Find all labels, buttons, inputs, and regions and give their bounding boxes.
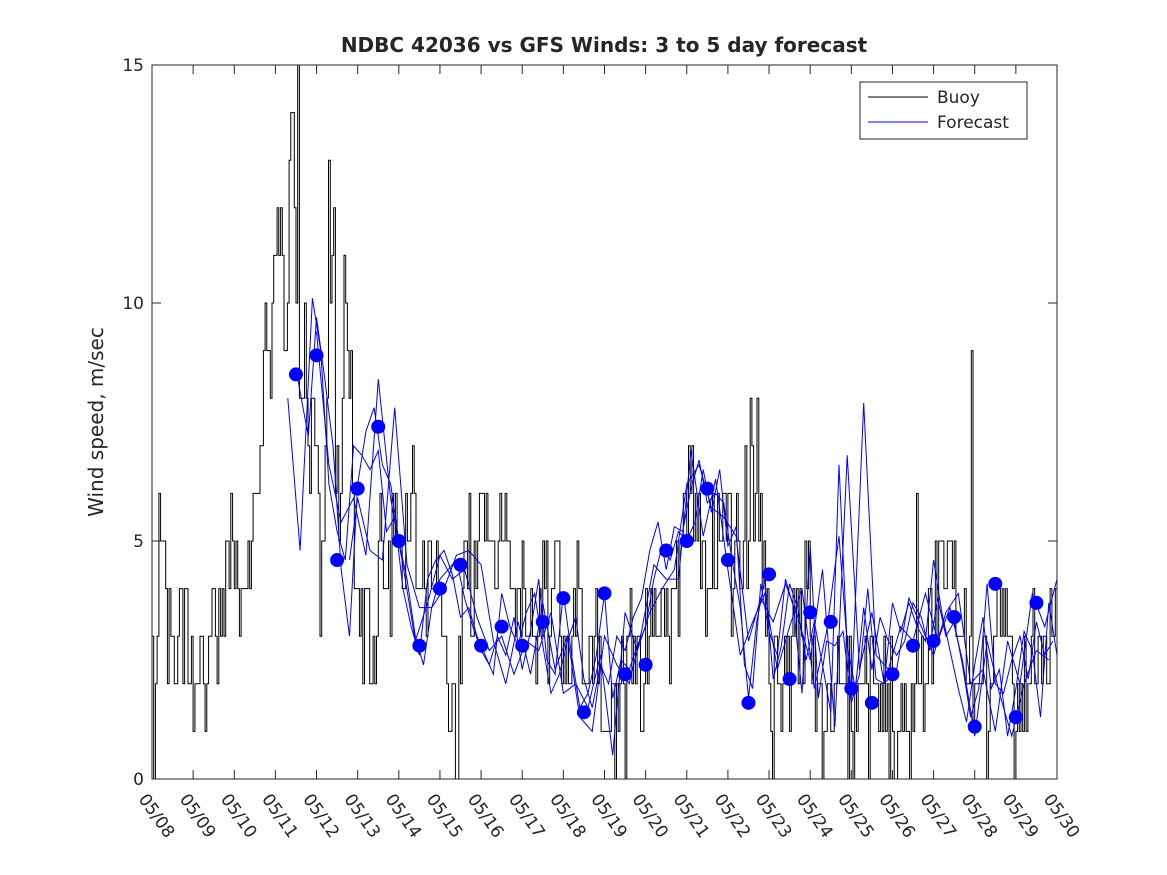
x-tick-label: 05/19 <box>586 790 630 842</box>
forecast-line <box>349 402 1050 739</box>
forecast-marker <box>947 610 962 625</box>
forecast-marker <box>906 638 921 653</box>
x-tick-label: 05/15 <box>422 790 466 842</box>
forecast-marker <box>823 614 838 629</box>
forecast-marker <box>803 605 818 620</box>
forecast-marker <box>741 695 756 710</box>
forecast-marker <box>330 553 345 568</box>
forecast-marker <box>1029 595 1044 610</box>
forecast-marker <box>679 534 694 548</box>
y-tick-label: 5 <box>133 532 144 552</box>
forecast-marker <box>864 695 879 710</box>
x-tick-label: 05/20 <box>628 790 672 842</box>
x-tick-label: 05/12 <box>298 790 342 842</box>
y-tick-label: 15 <box>122 56 144 76</box>
x-tick-label: 05/27 <box>915 790 959 842</box>
forecast-markers <box>288 348 1044 734</box>
forecast-marker <box>453 557 468 572</box>
forecast-marker <box>988 576 1003 591</box>
forecast-marker <box>412 638 427 653</box>
x-tick-label: 05/14 <box>381 790 425 842</box>
forecast-marker <box>474 638 489 653</box>
x-tick-label: 05/13 <box>340 790 384 842</box>
legend-label-forecast: Forecast <box>937 113 1009 133</box>
forecast-marker <box>371 419 386 434</box>
x-tick-label: 05/09 <box>175 790 219 842</box>
buoy-series <box>152 64 1058 780</box>
x-tick-label: 05/21 <box>669 790 713 842</box>
x-tick-label: 05/11 <box>257 790 301 842</box>
y-axis: 0 5 10 15 <box>122 56 1057 790</box>
forecast-marker <box>638 657 653 672</box>
y-tick-label: 0 <box>133 770 144 790</box>
forecast-marker <box>391 534 406 548</box>
x-tick-label: 05/17 <box>504 790 548 842</box>
x-tick-label: 05/22 <box>710 790 754 842</box>
forecast-marker <box>556 591 571 606</box>
forecast-marker <box>844 681 859 696</box>
x-tick-label: 05/08 <box>134 790 178 842</box>
forecast-marker <box>515 638 530 653</box>
forecast-marker <box>535 614 550 629</box>
x-tick-label: 05/23 <box>751 790 795 842</box>
x-tick-label: 05/29 <box>998 790 1042 842</box>
buoy-line <box>152 64 1058 780</box>
x-tick-label: 05/28 <box>957 790 1001 842</box>
forecast-marker <box>494 619 509 634</box>
forecast-marker <box>700 481 715 496</box>
forecast-marker <box>597 586 612 601</box>
forecast-marker <box>885 667 900 682</box>
forecast-marker <box>967 719 982 734</box>
forecast-marker <box>288 367 303 382</box>
legend: Buoy Forecast <box>859 81 1028 140</box>
x-tick-label: 05/30 <box>1039 790 1083 842</box>
forecast-marker <box>762 567 777 582</box>
forecast-marker <box>659 543 674 558</box>
x-tick-label: 05/24 <box>792 790 836 842</box>
forecast-marker <box>782 672 797 687</box>
plot-area <box>152 65 1057 779</box>
forecast-marker <box>618 667 633 682</box>
x-tick-label: 05/25 <box>833 790 877 842</box>
forecast-marker <box>309 348 324 363</box>
x-tick-label: 05/10 <box>216 790 260 842</box>
forecast-marker <box>350 481 365 496</box>
legend-label-buoy: Buoy <box>937 88 980 108</box>
y-axis-label: Wind speed, m/sec <box>84 327 108 517</box>
forecast-marker <box>720 553 735 568</box>
x-tick-label: 05/18 <box>545 790 589 842</box>
forecast-marker <box>926 633 941 648</box>
forecast-marker <box>1008 710 1023 725</box>
forecast-marker <box>576 705 591 720</box>
legend-box <box>859 81 1028 140</box>
forecast-line <box>316 331 1058 756</box>
y-tick-label: 10 <box>122 294 144 314</box>
chart-title: NDBC 42036 vs GFS Winds: 3 to 5 day fore… <box>341 33 868 57</box>
forecast-marker <box>432 581 447 596</box>
x-tick-label: 05/16 <box>463 790 507 842</box>
x-tick-label: 05/26 <box>874 790 918 842</box>
